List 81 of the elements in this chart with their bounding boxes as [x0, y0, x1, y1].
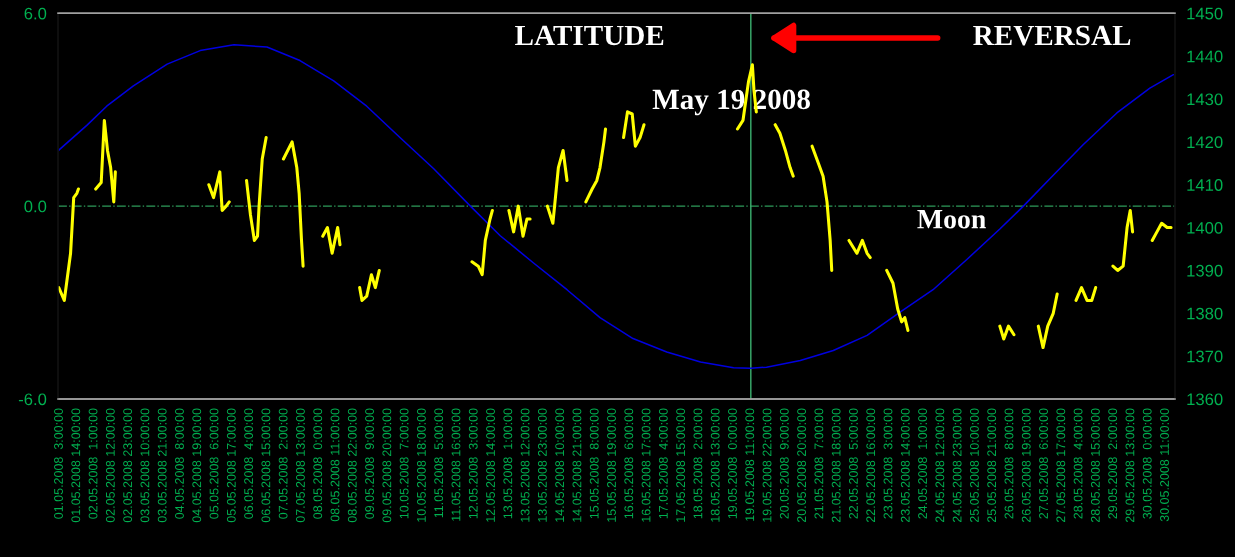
x-tick-label: 28.05.2008 15:00:00 [1090, 408, 1100, 523]
y2-tick-label: 1390 [1187, 264, 1223, 277]
y-tick-label: 0.0 [24, 200, 47, 213]
x-tick-label: 20.05.2008 9:00:00 [779, 408, 789, 519]
x-tick-label: 20.05.2008 20:00:00 [797, 408, 807, 523]
series-label: Moon [917, 210, 986, 229]
x-tick-label: 05.05.2008 17:00:00 [226, 408, 236, 523]
x-tick-label: 15.05.2008 19:00:00 [607, 408, 616, 522]
x-tick-label: 04.05.2008 19:00:00 [192, 408, 202, 523]
y2-tick-label: 1430 [1187, 93, 1223, 106]
x-tick-label: 19.05.2008 22:00:00 [762, 408, 772, 522]
x-tick-label: 02.05.2008 12:00:00 [105, 408, 115, 523]
x-tick-label: 13.05.2008 23:00:00 [537, 408, 547, 522]
y2-tick-label: 1380 [1187, 307, 1223, 320]
y-tick-label: 6.0 [24, 7, 47, 20]
y2-tick-label: 1370 [1187, 350, 1223, 363]
x-tick-label: 01.05.2008 14:00:00 [71, 408, 81, 523]
x-tick-label: 10.05.2008 18:00:00 [416, 408, 426, 522]
x-tick-label: 23.05.2008 14:00:00 [900, 408, 910, 523]
x-tick-label: 02.05.2008 1:00:00 [88, 408, 98, 519]
x-tick-label: 07.05.2008 2:00:00 [278, 408, 288, 519]
x-tick-label: 24.05.2008 1:00:00 [918, 408, 927, 519]
x-tick-label: 16.05.2008 6:00:00 [624, 408, 634, 519]
x-tick-label: 13.05.2008 12:00:00 [520, 408, 530, 522]
x-tick-label: 08.05.2008 0:00:00 [313, 408, 323, 519]
x-tick-label: 25.05.2008 21:00:00 [987, 408, 997, 523]
x-tick-label: 01.05.2008 3:00:00 [54, 408, 63, 519]
x-tick-label: 22.05.2008 16:00:00 [866, 408, 876, 523]
x-tick-label: 29.05.2008 2:00:00 [1108, 408, 1118, 519]
x-tick-label: 03.05.2008 21:00:00 [157, 408, 167, 523]
y2-tick-label: 1410 [1187, 179, 1223, 191]
x-tick-label: 18.05.2008 2:00:00 [693, 408, 703, 519]
x-tick-label: 12.05.2008 14:00:00 [486, 408, 495, 522]
x-tick-label: 30.05.2008 0:00:00 [1142, 408, 1152, 519]
x-tick-label: 11.05.2008 16:00:00 [451, 408, 461, 521]
x-tick-label: 26.05.2008 19:00:00 [1021, 408, 1031, 523]
x-tick-label: 12.05.2008 3:00:00 [468, 408, 478, 519]
x-tick-label: 27.05.2008 17:00:00 [1056, 408, 1066, 523]
x-tick-label: 19.05.2008 11:00:00 [745, 408, 755, 521]
x-tick-label: 24.05.2008 12:00:00 [935, 408, 945, 523]
annotation: REVERSAL [973, 25, 1131, 46]
y2-tick-label: 1450 [1187, 7, 1223, 20]
x-tick-label: 23.05.2008 3:00:00 [883, 408, 893, 519]
x-tick-label: 07.05.2008 13:00:00 [296, 408, 305, 523]
x-tick-label: 19.05.2008 0:00:00 [728, 408, 737, 519]
x-tick-label: 06.05.2008 15:00:00 [261, 408, 271, 523]
x-tick-label: 24.05.2008 23:00:00 [952, 408, 962, 523]
x-tick-label: 26.05.2008 8:00:00 [1004, 408, 1014, 519]
x-tick-label: 02.05.2008 23:00:00 [123, 408, 133, 523]
x-tick-label: 14.05.2008 21:00:00 [572, 408, 582, 522]
y-tick-label: -6.0 [18, 393, 47, 406]
x-tick-label: 30.05.2008 11:00:00 [1160, 408, 1169, 522]
x-tick-label: 04.05.2008 8:00:00 [175, 408, 184, 519]
y2-tick-label: 1400 [1187, 221, 1223, 234]
annotation: LATITUDE [515, 25, 664, 46]
x-tick-label: 05.05.2008 6:00:00 [209, 408, 219, 519]
y2-tick-label: 1420 [1187, 136, 1223, 149]
x-tick-label: 09.05.2008 9:00:00 [365, 408, 374, 519]
x-tick-label: 06.05.2008 4:00:00 [244, 408, 254, 519]
x-tick-label: 27.05.2008 6:00:00 [1039, 408, 1048, 519]
x-tick-label: 17.05.2008 15:00:00 [676, 408, 686, 522]
x-tick-label: 03.05.2008 10:00:00 [140, 408, 150, 523]
x-tick-label: 08.05.2008 22:00:00 [347, 408, 357, 523]
x-tick-label: 22.05.2008 5:00:00 [849, 408, 858, 519]
x-tick-label: 18.05.2008 13:00:00 [710, 408, 720, 522]
x-tick-label: 10.05.2008 7:00:00 [399, 408, 409, 519]
x-tick-label: 08.05.2008 11:00:00 [330, 408, 340, 522]
x-tick-label: 16.05.2008 17:00:00 [641, 408, 651, 522]
x-tick-label: 25.05.2008 10:00:00 [969, 408, 979, 523]
x-tick-label: 21.05.2008 18:00:00 [831, 408, 841, 523]
x-tick-label: 28.05.2008 4:00:00 [1073, 408, 1083, 519]
x-tick-label: 17.05.2008 4:00:00 [658, 408, 668, 519]
x-tick-label: 15.05.2008 8:00:00 [589, 408, 599, 519]
y2-tick-label: 1440 [1187, 50, 1223, 63]
x-tick-label: 29.05.2008 13:00:00 [1125, 408, 1135, 523]
y2-tick-label: 1360 [1187, 393, 1223, 406]
x-tick-label: 11.05.2008 5:00:00 [434, 408, 444, 518]
x-tick-label: 21.05.2008 7:00:00 [814, 408, 824, 519]
x-tick-label: 14.05.2008 10:00:00 [555, 408, 565, 522]
x-tick-label: 13.05.2008 1:00:00 [503, 408, 513, 519]
x-tick-label: 09.05.2008 20:00:00 [382, 408, 392, 523]
